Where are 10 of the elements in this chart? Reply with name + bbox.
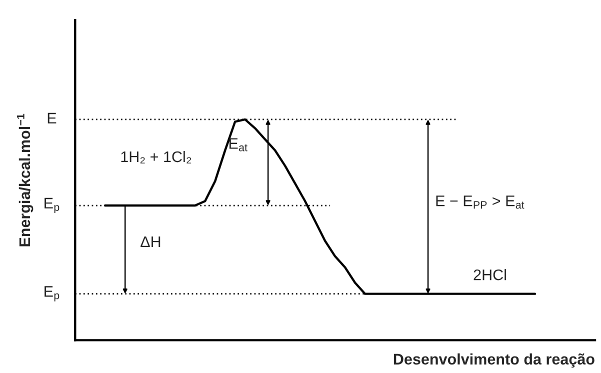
annotation: ΔH	[140, 236, 160, 248]
x-axis-title: Desenvolvimento da reação	[394, 353, 594, 368]
ref-line-label: E$_{p}$	[44, 286, 60, 302]
annotation: 1H₂ + 1Cl₂	[121, 150, 192, 164]
annotation: E$_{at}$	[229, 138, 248, 152]
y-axis-title: Energia/kcal.mol$^{−1}$	[16, 114, 34, 246]
annotation: 2HCl	[474, 269, 506, 280]
ref-line-label: E$_{p}$	[44, 198, 60, 214]
ref-line-label: E	[48, 112, 56, 124]
annotation: E − E$_{PP}$ > E$_{at}$	[436, 196, 524, 209]
